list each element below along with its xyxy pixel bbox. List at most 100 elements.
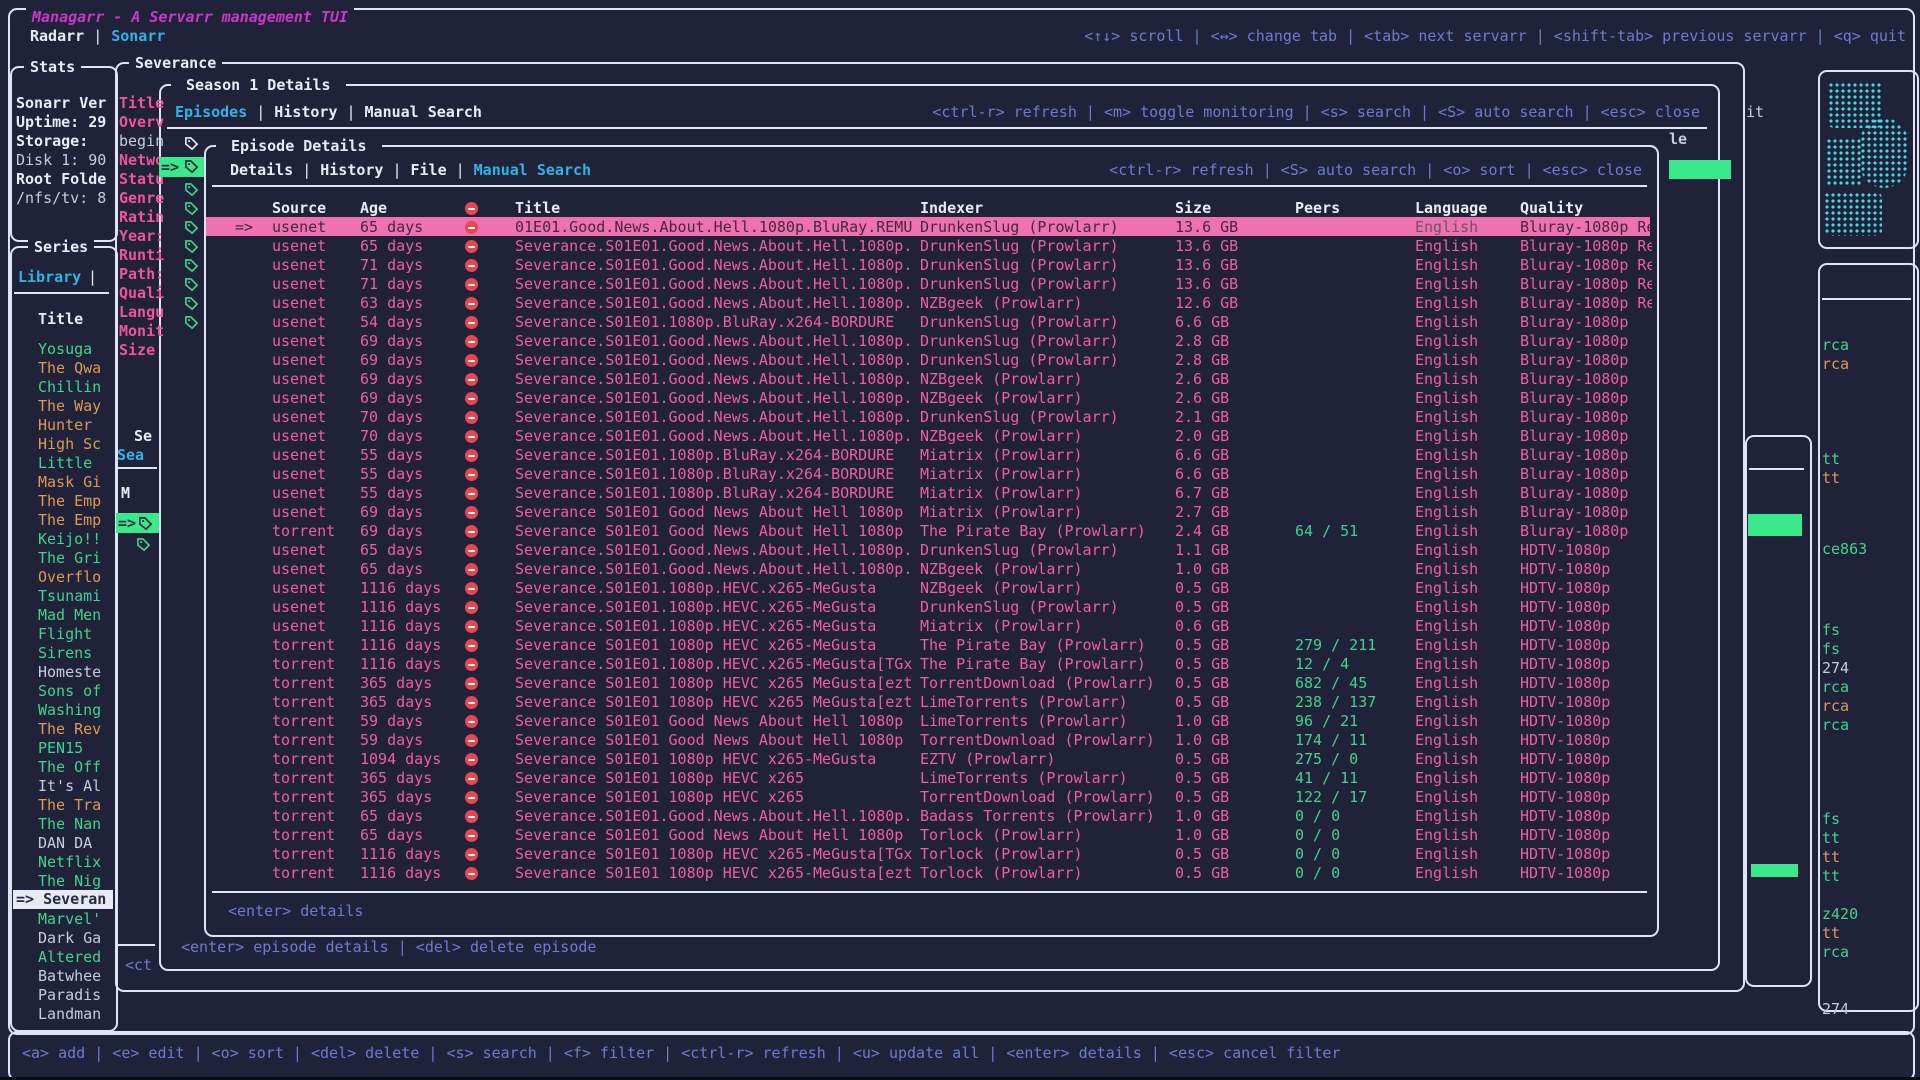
series-item[interactable]: Mad Men [38,606,102,624]
rejected-icon [465,658,478,671]
tab-season-manual-search[interactable]: Manual Search [364,103,482,121]
series-item[interactable]: Keijo!! [38,530,102,548]
column-header-age[interactable]: Age [360,199,388,217]
series-item[interactable]: Paradis [38,986,102,1004]
column-header-title[interactable]: Title [515,199,561,217]
tab-episode-details[interactable]: Details [230,161,294,179]
series-item[interactable]: The Rev [38,720,102,738]
cell-size: 0.5 GB [1175,655,1230,673]
series-item[interactable]: Hunter [38,416,93,434]
cell-size: 1.0 GB [1175,731,1230,749]
tab-season-history[interactable]: History [274,103,338,121]
series-item[interactable]: Little [38,454,93,472]
series-item[interactable]: Netflix [38,853,102,871]
cell-indexer: Miatrix (Prowlarr) [920,617,1083,635]
series-item[interactable]: The Nan [38,815,102,833]
series-item[interactable]: PEN15 [38,739,84,757]
season-popup-divider [167,127,1707,129]
cell-source: usenet [272,465,327,483]
tab-episodes[interactable]: Episodes [175,103,248,121]
series-item[interactable]: Sirens [38,644,93,662]
cell-quality: HDTV-1080p [1520,541,1611,559]
cell-indexer: NZBgeek (Prowlarr) [920,427,1083,445]
app-frame [8,8,1915,1035]
series-item[interactable]: DAN DA [38,834,93,852]
cell-size: 0.5 GB [1175,864,1230,882]
series-item[interactable]: The Emp [38,511,102,529]
cell-indexer: DrunkenSlug (Prowlarr) [920,237,1119,255]
cell-age: 1116 days [360,845,442,863]
tab-episode-manual-search[interactable]: Manual Search [473,161,592,179]
cell-source: usenet [272,218,327,236]
cell-source: torrent [272,712,336,730]
series-item[interactable]: The Emp [38,492,102,510]
background-text-fragment: rca [1822,697,1850,715]
series-item[interactable]: Chillin [38,378,102,396]
series-item[interactable]: Yosuga [38,340,93,358]
series-item[interactable]: Dark Ga [38,929,102,947]
cell-language: English [1415,750,1479,768]
tab-episode-history[interactable]: History [320,161,384,179]
series-item[interactable]: Homeste [38,663,102,681]
cell-indexer: LimeTorrents (Prowlarr) [920,712,1128,730]
cell-peers: 279 / 211 [1295,636,1377,654]
cell-size: 0.5 GB [1175,788,1230,806]
column-header-language[interactable]: Language [1415,199,1488,217]
series-item[interactable]: The Gri [38,549,102,567]
cell-quality: Bluray-1080p [1520,427,1629,445]
series-detail-field-label: Ratin [119,208,165,226]
series-item[interactable]: Landman [38,1005,102,1023]
cell-indexer: EZTV (Prowlarr) [920,750,1056,768]
column-header-quality[interactable]: Quality [1520,199,1584,217]
seasons-divider-fragment [117,467,157,469]
series-item-selected[interactable]: => Severan [13,890,113,909]
column-header-source[interactable]: Source [272,199,327,217]
column-header-indexer[interactable]: Indexer [920,199,984,217]
cell-quality: HDTV-1080p [1520,864,1611,882]
seasons-tab-fragment[interactable]: Sea [117,446,145,464]
cell-title: Severance.S01E01.Good.News.About.Hell.10… [515,370,913,388]
poster-art-blob [1826,138,1862,186]
series-item[interactable]: It's Al [38,777,102,795]
cell-size: 2.7 GB [1175,503,1230,521]
right-info-panel [1818,263,1919,1012]
series-item[interactable]: The Nig [38,872,102,890]
cell-age: 71 days [360,275,424,293]
tab-episode-file[interactable]: File [410,161,447,179]
series-item[interactable]: Mask Gi [38,473,102,491]
series-item[interactable]: Altered [38,948,102,966]
column-header-peers[interactable]: Peers [1295,199,1341,217]
cell-title: Severance.S01E01.1080p.BluRay.x264-BORDU… [515,465,895,483]
series-item[interactable]: Batwhee [38,967,102,985]
tab-separator: | [392,161,402,179]
cell-indexer: LimeTorrents (Prowlarr) [920,769,1128,787]
column-header-size[interactable]: Size [1175,199,1212,217]
series-item[interactable]: Flight [38,625,93,643]
monitored-tag-icon [184,201,199,216]
tab-sonarr[interactable]: Sonarr [111,27,166,45]
tab-radarr[interactable]: Radarr [30,27,85,45]
series-item[interactable]: High Sc [38,435,102,453]
series-item[interactable]: Tsunami [38,587,102,605]
cell-indexer: Miatrix (Prowlarr) [920,465,1083,483]
tab-library[interactable]: Library [18,268,82,286]
cell-source: usenet [272,617,327,635]
cell-source: usenet [272,313,327,331]
rejected-icon [465,601,478,614]
tab-separator: | [93,27,103,45]
search-result-selected-bar[interactable] [206,217,1650,236]
cell-size: 1.0 GB [1175,807,1230,825]
series-item[interactable]: Sons of [38,682,102,700]
series-item[interactable]: Washing [38,701,102,719]
cell-size: 0.5 GB [1175,845,1230,863]
cell-peers: 174 / 11 [1295,731,1368,749]
series-item[interactable]: The Qwa [38,359,102,377]
series-item[interactable]: The Tra [38,796,102,814]
series-item[interactable]: The Way [38,397,102,415]
series-item[interactable]: Marvel' [38,910,102,928]
series-item[interactable]: Overflo [38,568,102,586]
series-item[interactable]: The Off [38,758,102,776]
episode-popup-divider [212,185,1647,187]
seasons-selected-marker: => [118,514,137,532]
cell-indexer: Miatrix (Prowlarr) [920,484,1083,502]
